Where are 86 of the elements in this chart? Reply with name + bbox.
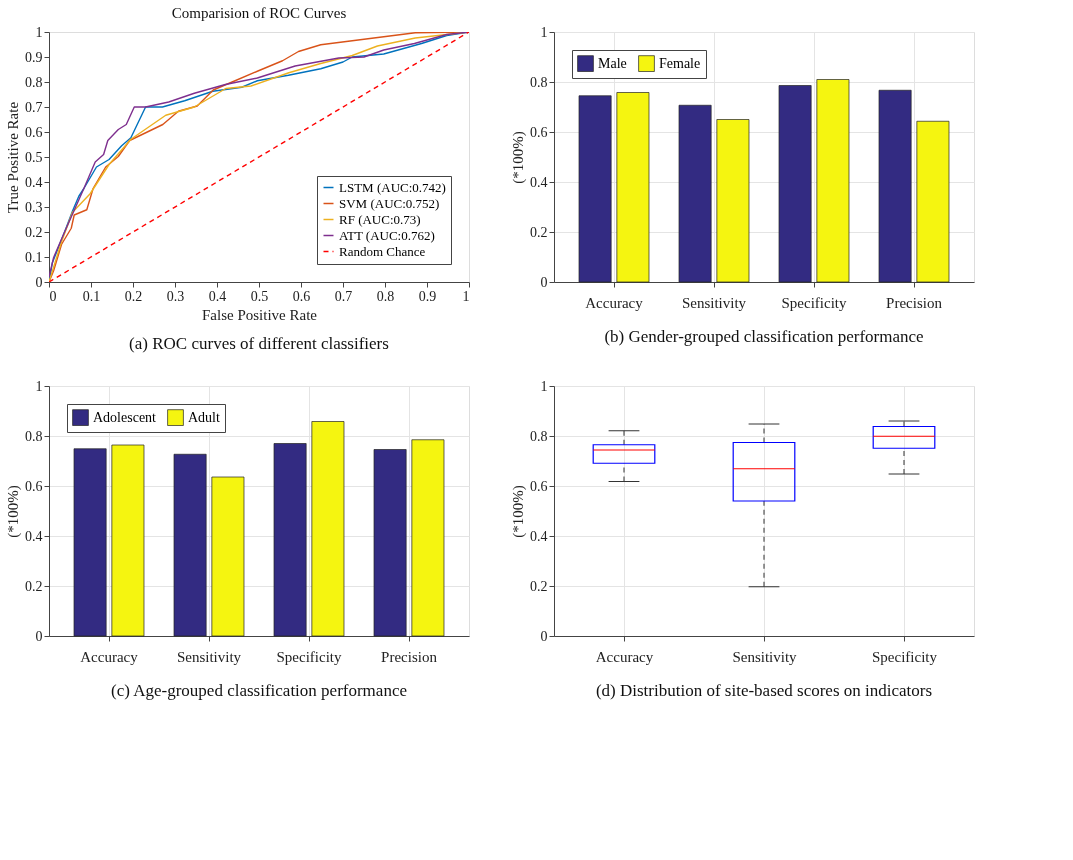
x-tick-label: Precision [886,294,943,311]
bar [716,119,750,283]
x-tick-label: 0.9 [418,288,437,304]
legend-label: Adolescent [93,409,157,425]
y-axis-title: (*100%) [510,485,527,538]
x-tick-label: Sensitivity [176,648,242,665]
legend-label: RF (AUC:0.73) [339,211,421,227]
y-tick-label: 0.2 [25,578,43,594]
y-tick-label: 0.8 [25,74,43,90]
x-tick-label: 0.8 [376,288,395,304]
bar [678,104,712,283]
y-tick-label: 0.9 [25,49,43,65]
chart-title: Comparision of ROC Curves [171,5,347,21]
legend-label: Male [598,55,627,71]
x-tick-label: 0.2 [124,288,143,304]
y-tick-label: 0 [540,628,548,644]
y-tick-label: 1 [540,378,548,394]
x-tick-label: 0.7 [334,288,353,304]
x-tick-label: Specificity [781,294,847,311]
bar [578,95,612,283]
y-axis-title: True Positive Rate [5,101,21,214]
y-tick-label: 1 [540,24,548,40]
legend-label: Random Chance [339,243,426,259]
bar [916,120,950,283]
x-tick-label: 0.5 [250,288,269,304]
y-tick-label: 0 [540,274,548,290]
bar [211,476,245,637]
y-tick-label: 0.7 [25,99,43,115]
y-tick-label: 0.4 [25,528,43,544]
x-tick-label: 0.6 [292,288,311,304]
x-tick-label: Specificity [276,648,342,665]
y-tick-label: 1 [35,24,43,40]
x-tick-label: Accuracy [80,648,139,665]
x-tick-label: Accuracy [595,648,654,665]
y-tick-label: 0.1 [25,249,43,265]
x-tick-label: Sensitivity [681,294,747,311]
y-tick-label: 0.2 [25,224,43,240]
y-axis-title: (*100%) [5,485,22,538]
y-tick-label: 0 [35,274,43,290]
x-tick-label: 1 [462,288,470,304]
text: (b) Gender-grouped classification performance [604,327,924,346]
legend-label: ATT (AUC:0.762) [339,227,435,243]
x-tick-label: Sensitivity [732,648,798,665]
bar [816,79,850,283]
bar [778,85,812,283]
bar [373,449,407,637]
x-tick-label: 0.4 [208,288,227,304]
text: (a) ROC curves of different classifiers [129,334,389,353]
bar [311,421,345,637]
y-tick-label: 0 [35,628,43,644]
y-tick-label: 0.4 [530,174,548,190]
y-tick-label: 0.2 [530,224,548,240]
y-tick-label: 0.2 [530,578,548,594]
y-tick-label: 0.3 [25,199,43,215]
bar [73,448,107,637]
y-tick-label: 0.4 [530,528,548,544]
y-tick-label: 0.4 [25,174,43,190]
text: (c) Age-grouped classification performance [111,681,407,700]
y-tick-label: 1 [35,378,43,394]
y-tick-label: 0.6 [25,478,43,494]
legend-label: SVM (AUC:0.752) [339,195,440,211]
x-tick-label: Precision [381,648,438,665]
bar [411,439,445,637]
y-tick-label: 0.6 [530,478,548,494]
bar [273,443,307,637]
y-tick-label: 0.6 [25,124,43,140]
x-axis-title: False Positive Rate [202,306,318,323]
y-tick-label: 0.8 [25,428,43,444]
bar [111,444,145,637]
x-tick-label: 0.1 [82,288,101,304]
x-tick-label: Specificity [872,648,938,665]
bar [173,453,207,637]
y-tick-label: 0.5 [25,149,43,165]
legend-label: LSTM (AUC:0.742) [339,179,446,195]
legend-label: Adult [188,409,220,425]
x-tick-label: Accuracy [585,294,644,311]
text: (d) Distribution of site-based scores on indicators [595,681,933,700]
bar [616,92,650,283]
y-tick-label: 0.8 [530,428,548,444]
legend-label: Female [659,55,701,71]
bar [878,89,912,283]
y-tick-label: 0.6 [530,124,548,140]
x-tick-label: 0 [49,288,57,304]
y-tick-label: 0.8 [530,74,548,90]
y-axis-title: (*100%) [510,131,527,184]
x-tick-label: 0.3 [166,288,185,304]
